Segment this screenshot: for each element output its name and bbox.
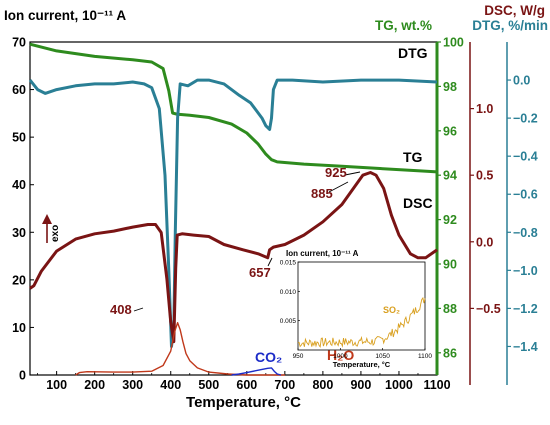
dtg-tick-label: −0.2 [513, 112, 538, 126]
ion-tick-label: 10 [12, 321, 26, 335]
inset-x-tick-label: 1050 [375, 353, 390, 360]
annotation-leader [267, 257, 273, 267]
inset-y-tick-label: 0.010 [280, 289, 297, 296]
tg-tick-label: 90 [443, 258, 457, 272]
series-line-co [231, 367, 282, 376]
x-tick-label: 500 [198, 378, 219, 392]
ion-tick-label: 50 [12, 131, 26, 145]
ion-axis-label: Ion current, 10⁻¹¹ A [4, 8, 126, 23]
dsc-tick-label: 0.5 [476, 169, 493, 183]
exo-label: exo [50, 225, 61, 242]
x-tick-label: 600 [236, 378, 257, 392]
annotation-leader [328, 181, 349, 193]
tg-tick-label: 96 [443, 124, 457, 138]
ion-tick-label: 30 [12, 226, 26, 240]
inset-x-tick-label: 950 [293, 353, 304, 360]
annotation-leader [133, 307, 144, 312]
annotation-label: 885 [311, 186, 333, 201]
inset-so2-line [297, 296, 426, 348]
ion-tick-label: 0 [19, 369, 26, 383]
ion-tick-label: 70 [12, 36, 26, 50]
curve-label-dtg: DTG [398, 45, 428, 61]
tg-tick-label: 86 [443, 346, 457, 360]
inset-frame [297, 261, 426, 351]
x-tick-label: 400 [160, 378, 181, 392]
dtg-axis-label: DTG, %/min [472, 18, 548, 33]
x-tick-label: 100 [46, 378, 67, 392]
dsc-axis-label: DSC, W/g [484, 3, 545, 18]
tg-tick-label: 88 [443, 302, 457, 316]
x-tick-label: 700 [274, 378, 295, 392]
tg-tick-label: 98 [443, 80, 457, 94]
tg-tick-label: 92 [443, 213, 457, 227]
inset-title: Ion current, 10⁻¹¹ A [286, 249, 359, 258]
series-line-tg [29, 42, 438, 174]
series-line-ho [75, 322, 285, 376]
x-tick-label: 800 [312, 378, 333, 392]
annotation-label: 925 [325, 165, 347, 180]
annotation-label: 657 [249, 265, 271, 280]
inset-y-tick-label: 0.015 [280, 260, 297, 267]
inset-x-label: Temperature, °C [333, 360, 391, 369]
tg-tick-label: 100 [443, 36, 464, 50]
inset-x-tick-label: 1100 [418, 353, 432, 360]
dtg-tick-label: −0.6 [513, 188, 538, 202]
x-tick-label: 1000 [385, 378, 413, 392]
annotation-label: 408 [110, 302, 132, 317]
ion-tick-label: 20 [12, 273, 26, 287]
tg-tick-label: 94 [443, 169, 457, 183]
inset-series-label: SO₂ [383, 305, 400, 315]
dtg-tick-label: −1.0 [513, 264, 538, 278]
dtg-tick-label: −0.4 [513, 150, 538, 164]
curve-label-tg: TG [403, 149, 423, 165]
dtg-tick-label: −0.8 [513, 226, 538, 240]
x-tick-label: 300 [122, 378, 143, 392]
exo-arrow-head [42, 214, 52, 224]
dtg-tick-label: −1.4 [513, 340, 538, 354]
x-tick-label: 1100 [423, 378, 450, 392]
ion-tick-label: 60 [12, 83, 26, 97]
x-tick-label: 900 [350, 378, 371, 392]
curve-label-dsc: DSC [403, 195, 433, 211]
tg-axis-label: TG, wt.% [375, 18, 432, 33]
x-tick-label: 200 [84, 378, 105, 392]
dsc-tick-label: 1.0 [476, 102, 493, 116]
series-line-dtg [28, 78, 438, 348]
ion-tick-label: 40 [12, 178, 26, 192]
dsc-tick-label: 0.0 [476, 235, 493, 249]
annotation-leader [344, 171, 361, 176]
inset-x-tick-label: 1000 [333, 353, 348, 360]
series-label-h2o: H₂O [327, 347, 354, 363]
inset-y-tick-label: 0.005 [280, 318, 297, 325]
series-label-co2: CO₂ [255, 349, 282, 365]
x-axis-label: Temperature, °C [186, 394, 301, 411]
dtg-tick-label: −1.2 [513, 302, 538, 316]
dtg-tick-label: 0.0 [513, 74, 530, 88]
dsc-tick-label: −0.5 [476, 302, 501, 316]
series-line-dsc [29, 171, 438, 344]
